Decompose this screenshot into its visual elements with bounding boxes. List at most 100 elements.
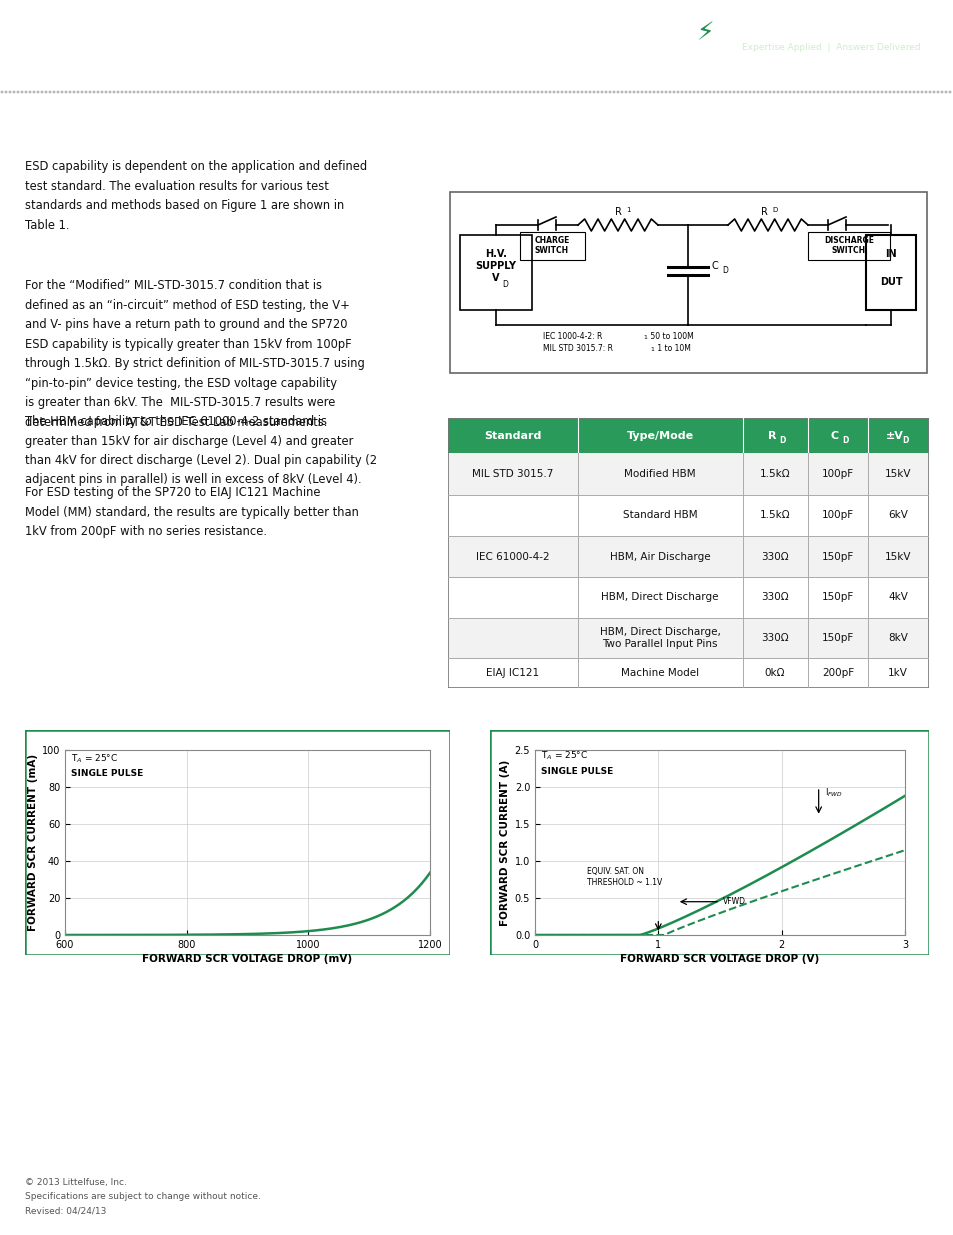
Text: © 2013 Littelfuse, Inc.
Specifications are subject to change without notice.
Rev: © 2013 Littelfuse, Inc. Specifications a… — [25, 1178, 260, 1216]
Circle shape — [613, 91, 614, 93]
Bar — [519, 232, 584, 261]
Text: MIL STD 3015.7: R: MIL STD 3015.7: R — [542, 345, 613, 353]
Circle shape — [737, 91, 738, 93]
Circle shape — [409, 91, 411, 93]
Circle shape — [233, 91, 234, 93]
Text: ®: ® — [743, 23, 752, 32]
Circle shape — [5, 91, 7, 93]
Circle shape — [832, 91, 834, 93]
Circle shape — [593, 91, 594, 93]
Text: Figure 2: Low Current SCR Forward Voltage Drop Curve: Figure 2: Low Current SCR Forward Voltag… — [33, 709, 400, 721]
Text: R: R — [767, 431, 776, 441]
Circle shape — [297, 91, 298, 93]
Circle shape — [764, 91, 766, 93]
Circle shape — [577, 91, 578, 93]
Circle shape — [273, 91, 274, 93]
Circle shape — [733, 91, 734, 93]
Circle shape — [173, 91, 174, 93]
Text: MIL STD 3015.7: MIL STD 3015.7 — [472, 469, 553, 479]
Circle shape — [620, 91, 622, 93]
Circle shape — [693, 91, 694, 93]
Circle shape — [664, 91, 666, 93]
Text: Table 1: ESD Test Conditions: Table 1: ESD Test Conditions — [457, 396, 670, 410]
Circle shape — [837, 91, 838, 93]
Circle shape — [553, 91, 555, 93]
Circle shape — [644, 91, 646, 93]
Circle shape — [792, 91, 794, 93]
Text: 15kV: 15kV — [883, 552, 910, 562]
Circle shape — [525, 91, 526, 93]
Text: EQUIV. SAT. ON: EQUIV. SAT. ON — [586, 867, 643, 877]
Circle shape — [113, 91, 114, 93]
Circle shape — [289, 91, 291, 93]
Circle shape — [757, 91, 758, 93]
Circle shape — [500, 91, 502, 93]
Circle shape — [281, 91, 282, 93]
Text: (SPA® Diodes): (SPA® Diodes) — [232, 17, 371, 35]
Text: D: D — [721, 266, 727, 275]
Circle shape — [493, 91, 495, 93]
Circle shape — [505, 91, 506, 93]
Circle shape — [125, 91, 127, 93]
Circle shape — [573, 91, 575, 93]
Circle shape — [777, 91, 778, 93]
Circle shape — [812, 91, 814, 93]
Circle shape — [353, 91, 355, 93]
Circle shape — [857, 91, 858, 93]
Circle shape — [269, 91, 271, 93]
Circle shape — [580, 91, 582, 93]
Text: Machine Model: Machine Model — [620, 668, 699, 678]
Circle shape — [149, 91, 151, 93]
Circle shape — [65, 91, 67, 93]
X-axis label: FORWARD SCR VOLTAGE DROP (V): FORWARD SCR VOLTAGE DROP (V) — [619, 953, 819, 965]
Circle shape — [668, 91, 670, 93]
Text: 1: 1 — [642, 335, 646, 340]
Circle shape — [760, 91, 762, 93]
Circle shape — [797, 91, 798, 93]
Circle shape — [944, 91, 945, 93]
Circle shape — [13, 91, 15, 93]
Circle shape — [73, 91, 74, 93]
Text: 50 to 100M: 50 to 100M — [647, 332, 693, 341]
Text: DISCHARGE: DISCHARGE — [823, 236, 873, 245]
Text: 4kV: 4kV — [887, 593, 907, 603]
Circle shape — [436, 91, 438, 93]
Circle shape — [109, 91, 111, 93]
Circle shape — [285, 91, 287, 93]
Text: 1: 1 — [649, 347, 653, 352]
Circle shape — [469, 91, 471, 93]
Circle shape — [401, 91, 402, 93]
Text: Standard HBM: Standard HBM — [622, 510, 697, 520]
Circle shape — [473, 91, 475, 93]
Circle shape — [460, 91, 462, 93]
Circle shape — [700, 91, 702, 93]
Circle shape — [321, 91, 322, 93]
Circle shape — [416, 91, 418, 93]
Circle shape — [540, 91, 542, 93]
Circle shape — [440, 91, 442, 93]
Bar — [448, 495, 928, 536]
Circle shape — [53, 91, 54, 93]
Text: SINGLE PULSE: SINGLE PULSE — [540, 767, 613, 776]
Circle shape — [197, 91, 198, 93]
Text: The HBM capability to the IEC 61000-4-2 standard is
greater than 15kV for air di: The HBM capability to the IEC 61000-4-2 … — [25, 415, 376, 487]
Y-axis label: FORWARD SCR CURRENT (A): FORWARD SCR CURRENT (A) — [500, 760, 510, 925]
Circle shape — [45, 91, 47, 93]
Text: 200pF: 200pF — [821, 668, 853, 678]
Circle shape — [517, 91, 518, 93]
Circle shape — [445, 91, 446, 93]
Circle shape — [361, 91, 362, 93]
Circle shape — [41, 91, 43, 93]
Bar — [865, 235, 915, 310]
Text: I$_{FWD}$: I$_{FWD}$ — [824, 787, 841, 799]
Text: D: D — [841, 436, 847, 446]
Circle shape — [249, 91, 251, 93]
Circle shape — [649, 91, 650, 93]
Circle shape — [336, 91, 338, 93]
Circle shape — [153, 91, 154, 93]
Circle shape — [549, 91, 550, 93]
Circle shape — [21, 91, 23, 93]
Text: 1.5kΩ: 1.5kΩ — [759, 469, 789, 479]
Circle shape — [560, 91, 562, 93]
Circle shape — [449, 91, 451, 93]
